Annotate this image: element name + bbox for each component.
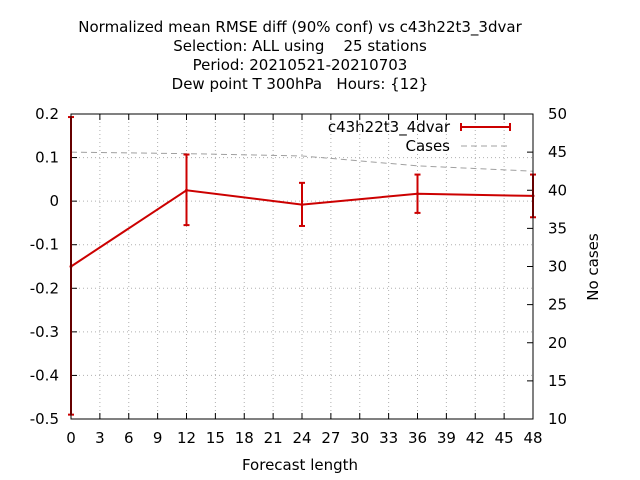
x-tick-label: 42 bbox=[466, 429, 485, 447]
y2-tick-label: 20 bbox=[548, 334, 567, 352]
cases-series bbox=[70, 151, 534, 172]
x-tick-label: 27 bbox=[321, 429, 340, 447]
y2-tick-label: 15 bbox=[548, 372, 567, 390]
x-tick-label: 21 bbox=[264, 429, 283, 447]
y2-tick-label: 35 bbox=[548, 219, 567, 237]
x-tick-label: 15 bbox=[206, 429, 225, 447]
x-tick-label: 33 bbox=[379, 429, 398, 447]
data-point bbox=[185, 188, 188, 192]
title-line-1: Normalized mean RMSE diff (90% conf) vs … bbox=[78, 18, 522, 37]
y-tick-label: 0.2 bbox=[35, 105, 59, 123]
y-axis-ticks: 0.2 0.1 0 -0.1 -0.2 -0.3 -0.4 -0.5 bbox=[30, 105, 77, 428]
x-tick-label: 30 bbox=[350, 429, 369, 447]
x-tick-label: 0 bbox=[66, 429, 76, 447]
y-tick-label: -0.4 bbox=[30, 366, 59, 384]
y2-tick-label: 40 bbox=[548, 181, 567, 199]
legend-label-main: c43h22t3_4dvar bbox=[328, 118, 451, 137]
data-point bbox=[300, 203, 304, 207]
x-tick-label: 36 bbox=[408, 429, 427, 447]
x-tick-label: 24 bbox=[292, 429, 311, 447]
x-tick-label: 6 bbox=[124, 429, 134, 447]
y2-axis-label: No cases bbox=[584, 233, 602, 301]
grid bbox=[71, 114, 533, 419]
y-tick-label: -0.2 bbox=[30, 279, 59, 297]
title-line-2: Selection: ALL using 25 stations bbox=[173, 37, 427, 55]
x-tick-label: 45 bbox=[495, 429, 514, 447]
cases-line bbox=[70, 151, 534, 172]
x-tick-label: 48 bbox=[523, 429, 542, 447]
plot-frame bbox=[70, 113, 534, 420]
x-tick-label: 3 bbox=[95, 429, 105, 447]
y2-axis-ticks: 50 45 40 35 30 25 20 15 10 bbox=[527, 105, 567, 428]
y2-tick-label: 50 bbox=[548, 105, 567, 123]
chart-title: Normalized mean RMSE diff (90% conf) vs … bbox=[78, 18, 522, 93]
y-tick-label: -0.3 bbox=[30, 323, 59, 341]
title-line-3: Period: 20210521-20210703 bbox=[193, 56, 408, 74]
x-tick-label: 12 bbox=[177, 429, 196, 447]
x-tick-label: 18 bbox=[235, 429, 254, 447]
x-axis-label: Forecast length bbox=[242, 456, 358, 474]
x-tick-label: 39 bbox=[437, 429, 456, 447]
legend-label-cases: Cases bbox=[405, 137, 450, 155]
legend: c43h22t3_4dvar Cases bbox=[328, 118, 511, 155]
y2-tick-label: 45 bbox=[548, 143, 567, 161]
x-tick-label: 9 bbox=[153, 429, 163, 447]
data-point bbox=[416, 192, 419, 196]
x-axis-ticks: 0 3 6 9 12 15 18 21 24 27 30 33 36 39 42 45 48 bbox=[66, 114, 543, 447]
y-tick-label: 0.1 bbox=[35, 149, 59, 167]
y-tick-label: -0.5 bbox=[30, 410, 59, 428]
y-tick-label: -0.1 bbox=[30, 236, 59, 254]
y2-tick-label: 30 bbox=[548, 258, 567, 276]
title-line-4: Dew point T 300hPa Hours: {12} bbox=[172, 75, 429, 93]
y-tick-label: 0 bbox=[49, 192, 59, 210]
legend-sample-main bbox=[460, 123, 511, 131]
y2-tick-label: 25 bbox=[548, 296, 567, 314]
y2-tick-label: 10 bbox=[548, 410, 567, 428]
